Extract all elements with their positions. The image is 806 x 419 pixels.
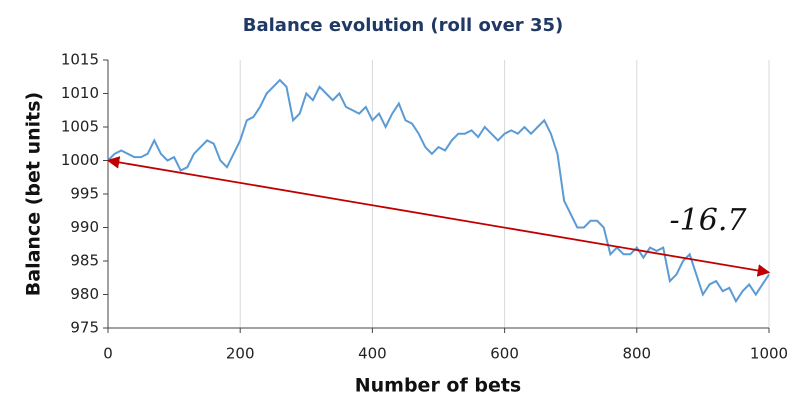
y-tick-label: 1000 — [61, 151, 99, 169]
x-tick-label: 600 — [490, 345, 519, 363]
chart-title: Balance evolution (roll over 35) — [243, 15, 563, 36]
line-series — [107, 78, 770, 304]
y-tick-label: 980 — [70, 285, 99, 303]
x-tick-label: 200 — [226, 345, 255, 363]
y-tick-label: 985 — [70, 252, 99, 270]
y-tick-label: 990 — [70, 218, 99, 236]
x-axis-label: Number of bets — [355, 375, 522, 397]
line-series — [106, 156, 771, 277]
x-tick-label: 400 — [358, 345, 387, 363]
y-tick-label: 995 — [70, 185, 99, 203]
x-tick-label: 800 — [622, 345, 651, 363]
x-tick-label: 1000 — [750, 345, 788, 363]
y-tick-label: 1010 — [61, 84, 99, 102]
y-axis-label: Balance (bet units) — [23, 92, 45, 296]
y-tick-label: 1005 — [61, 118, 99, 136]
y-tick-label: 975 — [70, 319, 99, 337]
x-tick-label: 0 — [103, 345, 113, 363]
y-tick-label: 1015 — [61, 51, 99, 69]
annotation: -16.7 — [670, 203, 748, 238]
